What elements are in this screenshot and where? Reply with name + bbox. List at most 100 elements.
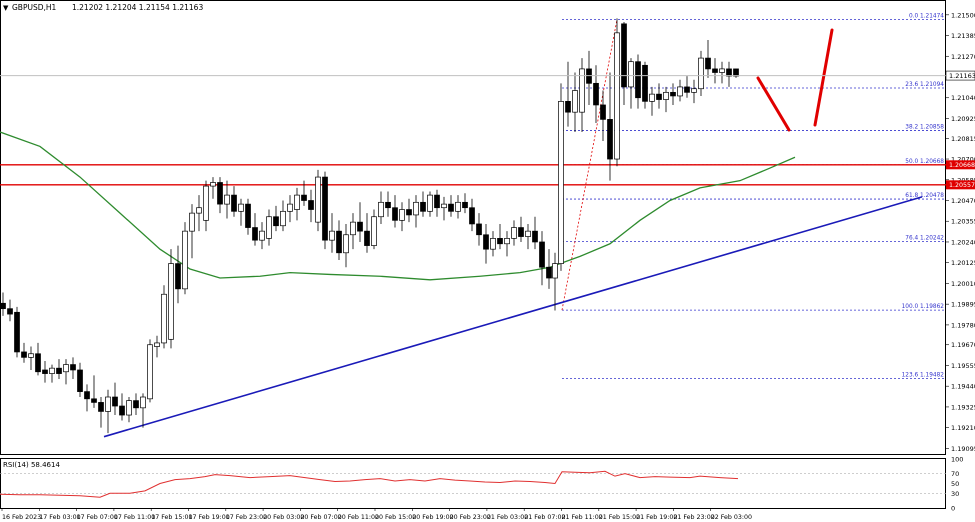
candle-body [698, 57, 704, 90]
current-price-label: 1.21163 [949, 72, 975, 80]
x-tick-label: 21 Feb 23:00 [673, 514, 714, 521]
y-tick-label: 1.20700 [951, 156, 975, 164]
y-tick-label: 1.19210 [951, 424, 975, 432]
y-tick-label: 1.20125 [951, 259, 975, 267]
x-tick-label: 20 Feb 03:00 [263, 514, 304, 521]
x-tick-label: 21 Feb 03:00 [487, 514, 528, 521]
fib-diagonal [561, 19, 618, 311]
candle-body [469, 207, 475, 225]
candle-body [670, 91, 676, 97]
candle-body [175, 263, 181, 290]
candle-body [322, 176, 328, 241]
x-tick-label: 22 Feb 03:00 [711, 514, 752, 521]
candle-body [266, 216, 272, 239]
candle-body [238, 203, 244, 212]
candle-body [70, 364, 76, 371]
rsi-tick-label: 100 [951, 456, 963, 464]
candle-body [98, 402, 104, 412]
candle-body [462, 201, 468, 209]
y-tick-label: 1.19895 [951, 301, 975, 309]
y-tick-label: 1.20240 [951, 238, 975, 246]
fib-level-label: 50.0 1.20668 [905, 159, 944, 165]
chart-ohlc: 1.21202 1.21204 1.21154 1.21163 [72, 3, 203, 12]
candle-body [133, 400, 139, 409]
candle-body [119, 405, 125, 416]
candle-body [684, 86, 690, 93]
candle-body [140, 396, 146, 409]
candle-body [719, 68, 725, 73]
candle-body [656, 93, 662, 100]
candle-body [371, 216, 377, 246]
candle-body [14, 311, 20, 353]
candle-body [546, 266, 552, 279]
candle-body [77, 369, 83, 392]
candle-body [712, 68, 718, 73]
current-price-box [945, 70, 975, 81]
candle-body [635, 61, 641, 99]
candle-body [525, 230, 531, 237]
fib-level-label: 123.6 1.19482 [902, 373, 945, 379]
candle-body [434, 194, 440, 209]
x-tick-label: 17 Feb 15:00 [151, 514, 192, 521]
trendline [103, 196, 923, 438]
rsi-tick-label: 30 [951, 490, 959, 498]
candle-body [593, 82, 599, 106]
candle-body [49, 367, 55, 374]
y-tick-label: 1.20585 [951, 176, 975, 184]
candle-body [203, 185, 209, 221]
fibonacci-levels: 0.0 1.21474 23.6 1.21094 38.2 1.20858 50.0 … [561, 14, 946, 380]
candle-body [705, 57, 711, 70]
candle-body [552, 263, 558, 279]
resistance-lines: 1.20668 1.20557 [0, 160, 975, 190]
candle-body [357, 221, 363, 232]
candle-body [364, 230, 370, 246]
candle-body [518, 227, 524, 237]
candle-body [406, 209, 412, 216]
candle-body [126, 400, 132, 416]
moving-average [0, 131, 796, 281]
fib-level-label: 0.0 1.21474 [909, 14, 944, 20]
ma-line [0, 131, 796, 281]
candle-body [154, 342, 160, 347]
candle-body [579, 68, 585, 113]
candle-body [224, 194, 230, 205]
x-tick-label: 17 Feb 23:00 [226, 514, 267, 521]
candle-body [642, 64, 648, 102]
y-tick-label: 1.19095 [951, 445, 975, 453]
candle-body [677, 86, 683, 97]
candle-body [63, 364, 69, 373]
candle-body [455, 201, 461, 212]
candle-body [614, 32, 620, 160]
x-tick-label: 20 Feb 19:00 [412, 514, 453, 521]
candle-body [558, 101, 564, 264]
candle-body [210, 182, 216, 187]
candle-body [565, 101, 571, 113]
resistance-price-label: 1.20668 [949, 162, 975, 169]
candle-body [168, 263, 174, 340]
rsi-tick-label: 50 [951, 480, 959, 488]
x-tick-label: 21 Feb 11:00 [562, 514, 603, 521]
y-tick-label: 1.20010 [951, 280, 975, 288]
y-tick-label: 1.19555 [951, 362, 975, 370]
candle-body [259, 230, 265, 241]
candle-body [490, 238, 496, 250]
y-tick-label: 1.21385 [951, 32, 975, 40]
candle-body [350, 221, 356, 236]
trendline-segment [103, 196, 923, 438]
candle-body [607, 119, 613, 160]
candle-body [182, 230, 188, 290]
rsi-panel [0, 458, 946, 509]
forecast-arrow-up [813, 28, 834, 127]
x-tick-label: 20 Feb 07:00 [300, 514, 341, 521]
candle-body [378, 201, 384, 218]
candle-body [448, 203, 454, 212]
candle-body [245, 203, 251, 228]
resistance-price-label: 1.20557 [949, 182, 975, 189]
rsi-tick-label: 0 [951, 505, 955, 513]
candle-body [329, 230, 335, 241]
candle-body [161, 293, 167, 344]
candle-body [532, 230, 538, 243]
y-tick-label: 1.19670 [951, 341, 975, 349]
